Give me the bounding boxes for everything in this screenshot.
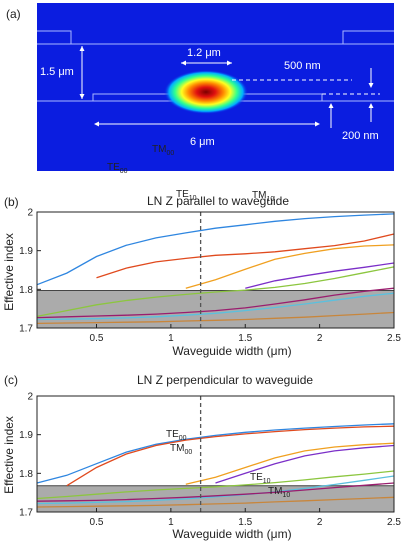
series-line-7: [36, 496, 395, 508]
y-tick-label: 1.9: [19, 246, 33, 257]
arrow-head: [94, 121, 99, 127]
x-tick-label: 2.5: [387, 333, 401, 344]
x-tick-label: 2: [317, 333, 323, 344]
panel-b-label: (b): [4, 195, 19, 209]
mode-label: TE10: [176, 189, 197, 202]
plot-frame: [36, 395, 395, 513]
series-line-1: [66, 425, 395, 487]
mode-label: TE10: [250, 472, 271, 485]
dim-label-1-2um: 1.2 μm: [187, 47, 221, 59]
dim-label-200nm: 200 nm: [342, 130, 379, 142]
series-line-3: [215, 444, 395, 484]
chart-c-title: LN Z perpendicular to waveguide: [137, 373, 313, 387]
panel-a-label: (a): [6, 7, 21, 21]
mode-label: TM00: [152, 144, 174, 157]
series-line-0: [36, 423, 395, 484]
panel-c-label: (c): [4, 373, 18, 387]
series-line-2: [185, 442, 395, 485]
chart-b-xlabel: Waveguide width (μm): [172, 344, 291, 358]
series-line-5: [36, 287, 395, 319]
x-tick-label: 1.5: [238, 333, 252, 344]
series-line-4: [36, 266, 395, 318]
arrow-head: [368, 103, 374, 108]
series-line-2: [185, 244, 395, 289]
mode-label: TE00: [166, 429, 187, 442]
series-line-1: [96, 233, 395, 279]
series-line-3: [245, 262, 395, 289]
dim-label-6um: 6 μm: [190, 136, 215, 148]
dim-label-1-5um: 1.5 μm: [40, 66, 74, 78]
chart-b-title: LN Z parallel to waveguide: [147, 194, 289, 208]
dim-label-500nm: 500 nm: [284, 60, 321, 72]
plot-frame: [36, 211, 395, 329]
series-line-7: [36, 311, 395, 325]
chart-b-plot: 0.5 1 1.5 2 2.5 1.7 1.8 1.9 2 TE00 TM00 TE10 TM10: [19, 144, 401, 344]
x-tick-label: 0.5: [90, 517, 104, 528]
series-line-6: [36, 292, 395, 321]
arrow-head: [328, 103, 334, 108]
y-tick-label: 1.7: [19, 508, 33, 519]
series-line-0: [36, 213, 395, 286]
y-tick-label: 1.9: [19, 430, 33, 441]
mode-profile-panel: 1.2 μm 1.5 μm 500 nm 200 nm 6 μm: [37, 3, 394, 171]
x-tick-label: 2.5: [387, 517, 401, 528]
arrow-head: [368, 83, 374, 88]
chart-c-ylabel: Effective index: [2, 416, 16, 494]
series-line-5: [36, 475, 395, 505]
chart-b-ylabel: Effective index: [2, 233, 16, 311]
optical-mode: [164, 70, 248, 114]
arrow-head: [181, 60, 186, 66]
mode-label: TM10: [268, 486, 290, 499]
arrow-head: [79, 46, 85, 51]
x-tick-label: 2: [317, 517, 323, 528]
y-tick-label: 1.8: [19, 285, 33, 296]
arrow-head: [315, 121, 320, 127]
mode-label: TM00: [170, 443, 192, 456]
chart-c-xlabel: Waveguide width (μm): [172, 527, 291, 541]
y-tick-label: 2: [27, 392, 33, 403]
x-tick-label: 1: [168, 333, 174, 344]
mode-label: TE00: [107, 162, 128, 175]
y-tick-label: 1.8: [19, 469, 33, 480]
slab-top-outline: [37, 30, 72, 44]
series-line-6: [36, 482, 395, 502]
x-tick-label: 0.5: [90, 333, 104, 344]
y-tick-label: 2: [27, 208, 33, 219]
arrow-head: [79, 94, 85, 99]
substrate-band: [37, 485, 394, 512]
x-tick-label: 1.5: [238, 517, 252, 528]
substrate-band: [37, 290, 394, 328]
series-line-4: [36, 470, 395, 500]
slab-top-outline-right: [342, 30, 394, 44]
arrow-head: [227, 60, 232, 66]
y-tick-label: 1.7: [19, 324, 33, 335]
x-tick-label: 1: [168, 517, 174, 528]
mode-label: TM10: [252, 190, 274, 203]
